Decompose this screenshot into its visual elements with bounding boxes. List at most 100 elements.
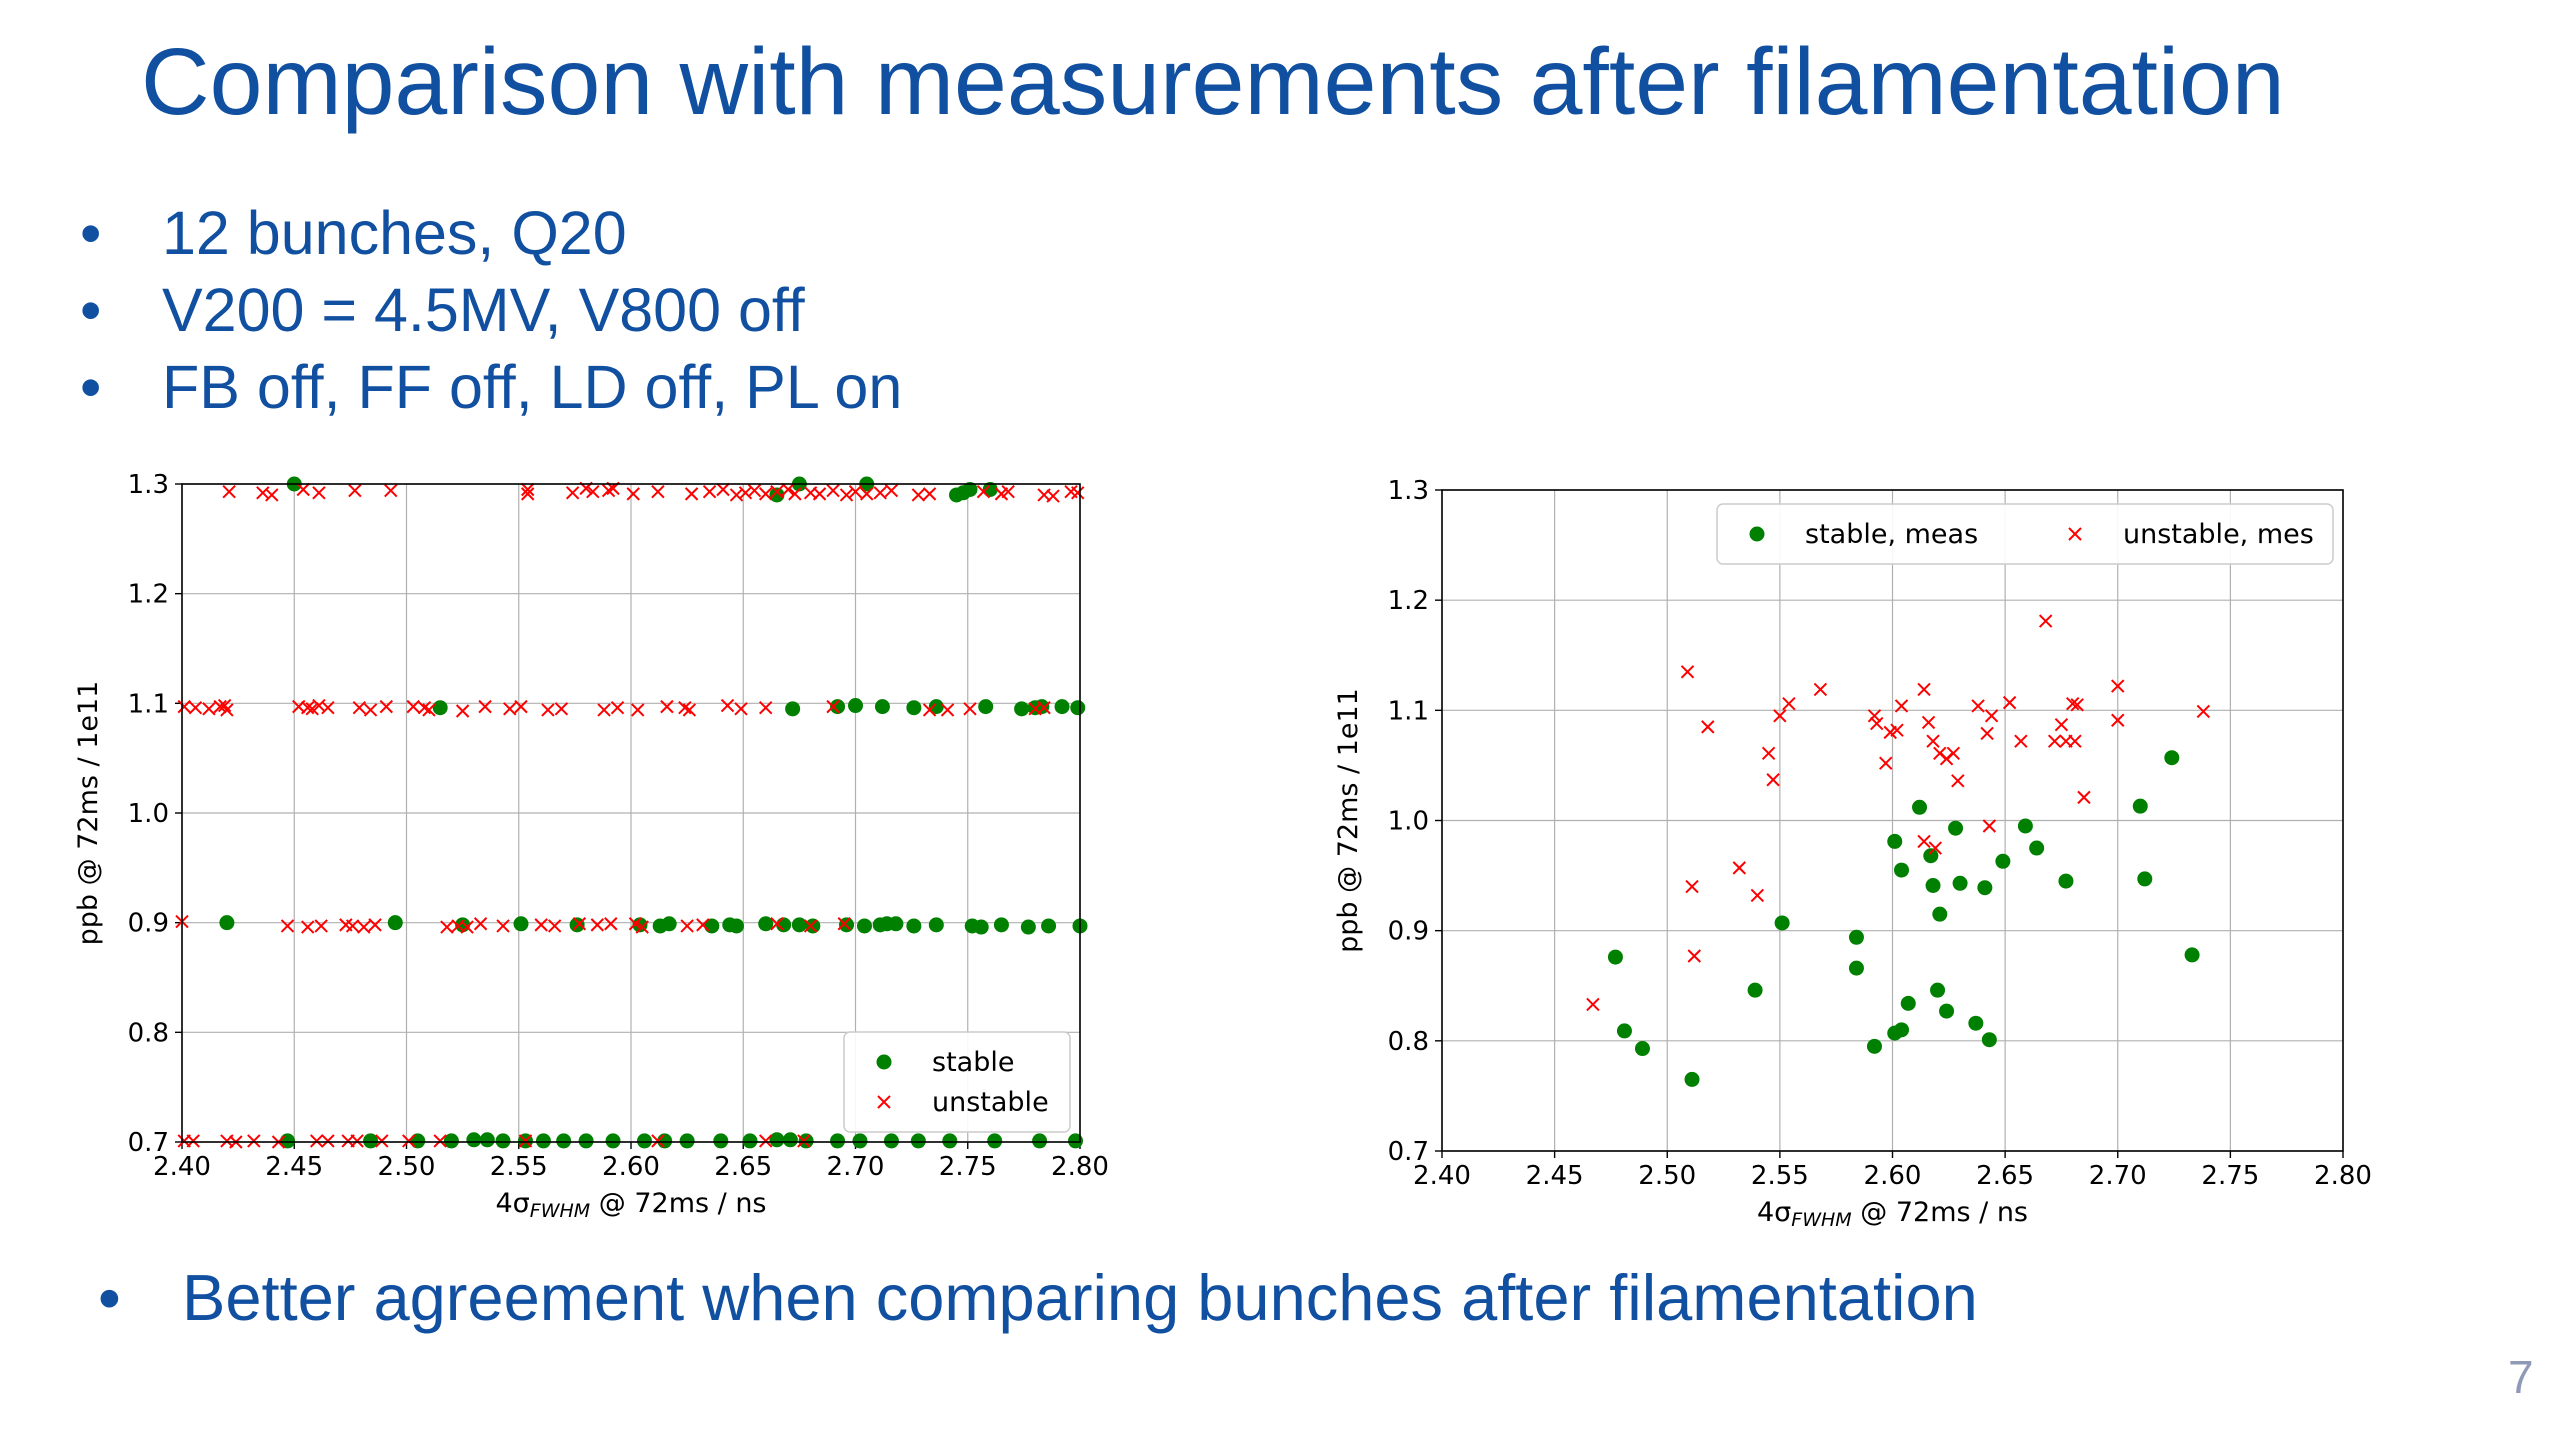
data-point	[2014, 734, 2028, 748]
data-point	[826, 699, 840, 714]
data-point	[2047, 734, 2062, 748]
data-point	[518, 1134, 533, 1148]
data-point	[922, 703, 937, 717]
legend-marker	[2068, 527, 2082, 541]
data-point	[368, 918, 382, 932]
data-point	[982, 481, 998, 497]
bullet-dot: •	[98, 1261, 121, 1334]
data-point	[1917, 682, 1931, 697]
data-point	[651, 1134, 665, 1148]
x-tick-label: 2.40	[153, 1152, 211, 1182]
y-tick-label: 1.2	[128, 580, 169, 610]
data-point	[495, 1133, 511, 1149]
data-point	[798, 1133, 814, 1149]
data-point	[2132, 798, 2148, 814]
data-point	[812, 487, 827, 501]
y-tick-label: 0.8	[128, 1018, 169, 1048]
data-point	[1946, 746, 1961, 761]
plot-frame	[181, 483, 1081, 1143]
data-point	[2038, 614, 2053, 628]
data-point	[803, 919, 818, 933]
data-point	[636, 1133, 652, 1149]
data-point	[610, 701, 625, 715]
data-point	[884, 483, 899, 498]
data-point	[720, 698, 735, 713]
data-point	[1977, 880, 1993, 896]
data-point	[922, 487, 937, 501]
data-point	[830, 699, 846, 715]
data-point	[305, 702, 319, 716]
data-point	[883, 1133, 899, 1149]
x-tick-label: 2.65	[1976, 1161, 2034, 1191]
data-point	[1951, 774, 1965, 788]
data-point	[1041, 918, 1057, 934]
data-point	[1685, 879, 1699, 894]
data-point	[432, 700, 448, 716]
data-point	[702, 484, 717, 499]
data-point	[1071, 486, 1085, 500]
data-point	[2068, 734, 2082, 748]
data-point	[2184, 947, 2200, 963]
data-point	[1037, 701, 1051, 715]
data-point	[684, 487, 699, 501]
data-point	[460, 920, 474, 934]
data-point	[631, 703, 645, 717]
data-point	[321, 1134, 335, 1148]
data-point	[906, 918, 922, 934]
data-point	[888, 916, 904, 932]
data-point	[1848, 929, 1864, 945]
data-point	[513, 916, 529, 932]
data-point	[348, 483, 362, 498]
data-point	[993, 917, 1009, 933]
data-point	[433, 1134, 447, 1148]
data-point	[848, 484, 863, 499]
data-point	[1014, 701, 1030, 717]
x-tick-label: 2.80	[1051, 1152, 1109, 1182]
data-point	[312, 486, 326, 500]
data-point	[443, 1133, 459, 1149]
x-tick-label: 2.40	[1413, 1161, 1471, 1191]
data-point	[1887, 833, 1903, 849]
y-tick-label: 0.9	[128, 909, 169, 939]
data-point	[222, 484, 236, 499]
data-point	[782, 1132, 798, 1148]
data-point	[605, 1133, 621, 1149]
legend-marker	[1749, 526, 1765, 542]
data-point	[955, 485, 971, 501]
data-point	[747, 483, 762, 498]
legend-box	[843, 1031, 1071, 1133]
data-point	[496, 919, 510, 933]
data-point	[503, 702, 517, 716]
data-point	[1020, 919, 1036, 935]
plot-area	[1435, 489, 2344, 1158]
x-tick-label: 2.75	[2201, 1161, 2259, 1191]
data-point	[350, 1134, 364, 1148]
data-point	[363, 703, 378, 717]
y-tick-label: 0.9	[1388, 917, 1429, 947]
data-point	[758, 487, 773, 501]
data-point	[852, 1133, 868, 1149]
plot-frame	[1441, 489, 2344, 1152]
data-point	[572, 917, 587, 931]
data-point	[410, 1133, 426, 1149]
data-point	[716, 482, 730, 497]
x-tick-label: 2.65	[714, 1152, 772, 1182]
bullet-text: 12 bunches, Q20	[162, 199, 627, 267]
data-point	[729, 918, 745, 934]
data-point	[220, 703, 234, 717]
data-point	[910, 1133, 926, 1149]
slide-title: Comparison with measurements after filam…	[141, 29, 2285, 135]
data-point	[247, 1134, 261, 1148]
data-point	[758, 916, 774, 932]
bullet-dot: •	[80, 199, 102, 267]
data-point	[906, 700, 922, 716]
data-point	[805, 918, 821, 934]
data-point	[1870, 716, 1884, 731]
data-point	[1984, 709, 1999, 723]
data-point	[2111, 679, 2125, 693]
data-point	[682, 703, 697, 717]
data-point	[978, 699, 994, 715]
data-point	[1995, 853, 2011, 869]
legend-marker	[876, 1054, 892, 1070]
data-point	[769, 1132, 785, 1148]
